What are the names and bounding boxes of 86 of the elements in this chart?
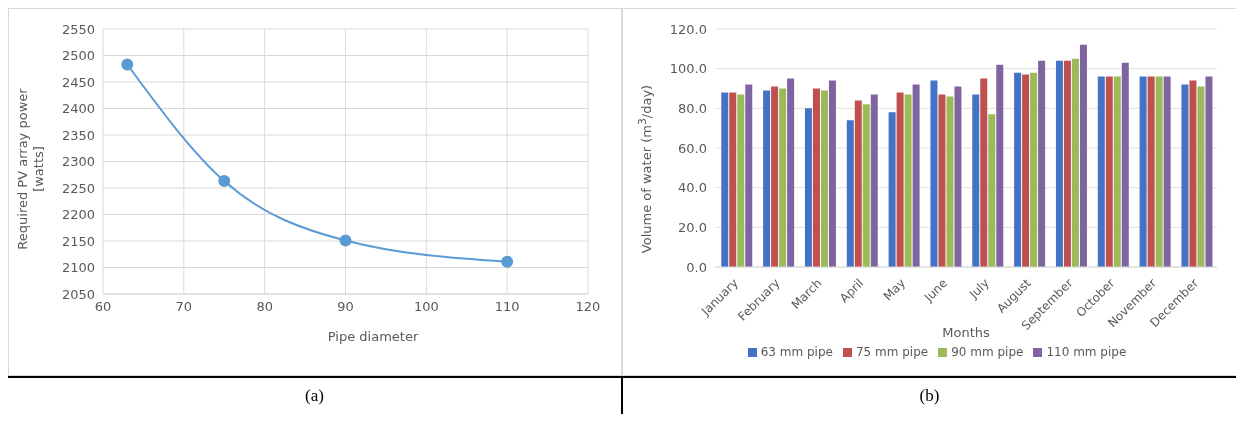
bar — [954, 86, 962, 267]
bar — [972, 94, 980, 267]
bar — [771, 86, 779, 267]
bar — [996, 64, 1004, 267]
bar — [721, 92, 729, 267]
y-tick-label: 2250 — [61, 180, 95, 196]
text: (a) — [305, 386, 324, 405]
y-tick-label: 2150 — [61, 233, 95, 249]
y-tick-label: 2450 — [61, 74, 95, 90]
y-tick-label: 20.0 — [678, 219, 707, 235]
text: (b) — [919, 386, 940, 405]
legend-label: 110 mm pipe — [1046, 345, 1127, 359]
y-tick-label: 2400 — [61, 101, 95, 117]
point — [501, 255, 514, 268]
point — [339, 234, 352, 247]
bar — [729, 92, 737, 267]
bar — [779, 88, 787, 267]
bar — [1163, 76, 1171, 267]
x-tick-label: 120 — [575, 299, 601, 315]
bar — [1030, 72, 1038, 267]
x-tick-label: 70 — [175, 299, 193, 315]
bar — [980, 78, 988, 267]
bar — [1139, 76, 1147, 267]
bar — [1189, 80, 1197, 267]
legend-label: 75 mm pipe — [855, 345, 929, 359]
legend-label: 90 mm pipe — [951, 345, 1024, 359]
bar — [745, 84, 753, 267]
bar — [846, 120, 854, 267]
bar — [763, 90, 771, 267]
y-tick-label: 120.0 — [669, 21, 707, 37]
legend-label: 63 mm pipe — [760, 345, 833, 359]
bar — [930, 80, 938, 267]
y-tick-label: 40.0 — [678, 180, 707, 196]
y-tick-label: 2500 — [61, 48, 95, 64]
bar — [1121, 62, 1129, 267]
bar — [870, 94, 878, 267]
bar — [1014, 72, 1022, 267]
y-tick-label: 2550 — [61, 21, 95, 37]
bar — [1022, 74, 1030, 267]
bar — [1113, 76, 1121, 267]
bar — [862, 104, 870, 267]
bar — [1063, 60, 1071, 267]
bar — [912, 84, 920, 267]
bar — [1205, 76, 1213, 267]
y-tick-label: 2350 — [61, 127, 95, 143]
bar — [1055, 60, 1063, 267]
bar — [820, 90, 828, 267]
x-tick-label: 90 — [337, 299, 354, 315]
bar — [888, 112, 896, 267]
bar — [828, 80, 836, 267]
x-tick-label: 80 — [256, 299, 273, 315]
point — [218, 175, 231, 188]
bar — [946, 96, 954, 267]
x-tick-label: 60 — [94, 299, 112, 315]
x-axis-title: Pipe diameter — [326, 329, 420, 344]
y-tick-label: 100.0 — [669, 61, 707, 77]
bar — [1038, 60, 1046, 267]
bar — [812, 88, 820, 267]
y-tick-label: 2100 — [61, 260, 95, 276]
bar — [1079, 44, 1087, 267]
y-tick-label: 2300 — [61, 154, 95, 170]
bar — [1181, 84, 1189, 267]
bar — [896, 92, 904, 267]
bar — [1105, 76, 1113, 267]
bar — [787, 78, 795, 267]
x-tick-label: 110 — [494, 299, 520, 315]
bar — [1097, 76, 1105, 267]
bar — [904, 94, 912, 267]
x-axis-title: Months — [942, 325, 990, 340]
bar — [938, 94, 946, 267]
y-tick-label: 80.0 — [678, 100, 707, 116]
y-tick-label: 2050 — [61, 286, 95, 302]
y-tick-label: 60.0 — [678, 140, 707, 156]
bar — [804, 108, 812, 267]
bar — [988, 114, 996, 267]
bar — [1071, 58, 1079, 267]
bar — [854, 100, 862, 267]
y-axis-title: Required PV array power [watts] — [15, 87, 47, 252]
bar — [1155, 76, 1163, 267]
point — [121, 58, 134, 71]
y-tick-label: 0.0 — [686, 259, 707, 275]
y-tick-label: 2200 — [61, 207, 95, 223]
bar — [1147, 76, 1155, 267]
x-tick-label: 100 — [413, 299, 439, 315]
bar — [1197, 86, 1205, 267]
bar — [737, 94, 745, 267]
